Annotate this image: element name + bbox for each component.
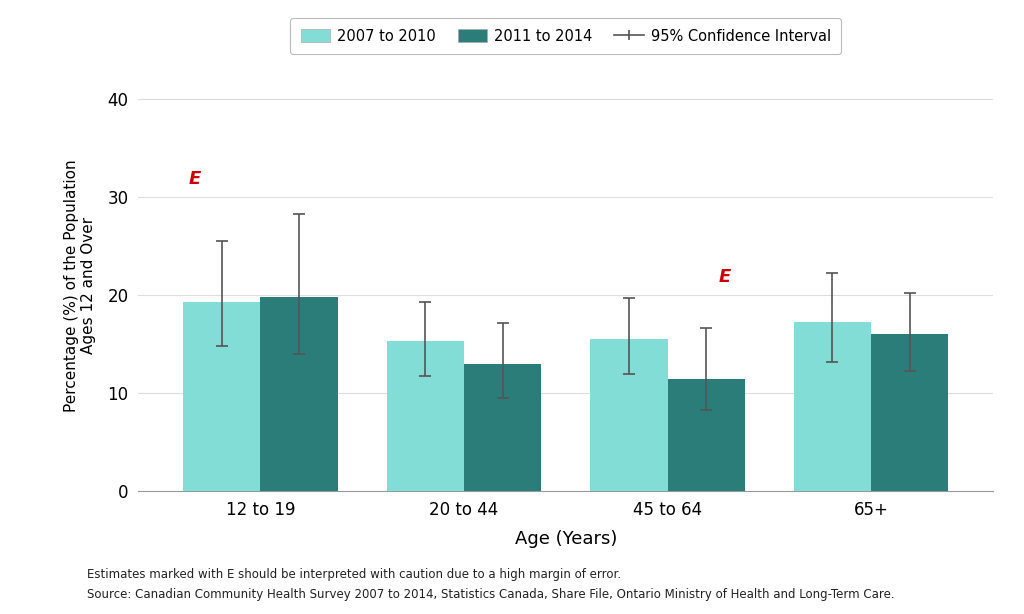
Bar bbox=[668, 379, 744, 491]
Bar bbox=[590, 340, 668, 491]
Bar bbox=[794, 322, 871, 491]
Legend: 2007 to 2010, 2011 to 2014, 95% Confidence Interval: 2007 to 2010, 2011 to 2014, 95% Confiden… bbox=[291, 18, 841, 54]
Bar bbox=[871, 335, 948, 491]
Text: Estimates marked with E should be interpreted with caution due to a high margin : Estimates marked with E should be interp… bbox=[87, 568, 622, 581]
Bar bbox=[387, 341, 464, 491]
Text: Source: Canadian Community Health Survey 2007 to 2014, Statistics Canada, Share : Source: Canadian Community Health Survey… bbox=[87, 588, 895, 601]
Text: E: E bbox=[719, 268, 731, 286]
Bar bbox=[183, 302, 260, 491]
Bar bbox=[464, 364, 542, 491]
Text: E: E bbox=[189, 169, 202, 187]
X-axis label: Age (Years): Age (Years) bbox=[515, 530, 616, 548]
Bar bbox=[260, 297, 338, 491]
Y-axis label: Percentage (%) of the Population
Ages 12 and Over: Percentage (%) of the Population Ages 12… bbox=[63, 159, 96, 412]
